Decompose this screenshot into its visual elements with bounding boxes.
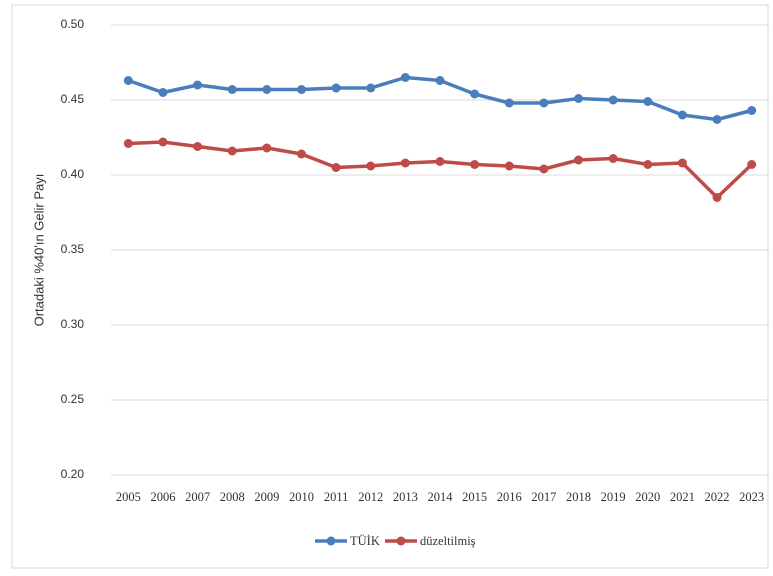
x-tick-label: 2006 <box>150 490 175 504</box>
chart-border <box>11 4 769 569</box>
point <box>504 161 514 171</box>
point <box>123 76 133 85</box>
point <box>504 98 514 108</box>
point <box>643 97 653 106</box>
point <box>470 160 480 169</box>
point <box>435 157 445 166</box>
y-tick-label: 0.30 <box>61 317 85 331</box>
point <box>435 76 445 85</box>
x-tick-label: 2021 <box>670 490 695 504</box>
x-tick-label: 2014 <box>428 490 454 504</box>
point <box>677 110 687 120</box>
point <box>227 85 237 94</box>
point <box>747 106 757 115</box>
point <box>158 88 168 97</box>
point <box>262 143 272 153</box>
x-tick-label: 2005 <box>116 490 141 504</box>
point <box>747 160 757 169</box>
legend-label: düzeltilmiş <box>420 534 476 548</box>
x-tick-label: 2007 <box>185 490 210 504</box>
point <box>400 158 410 168</box>
point <box>574 94 584 103</box>
point <box>227 146 237 156</box>
legend-marker <box>396 536 406 546</box>
x-tick-label: 2013 <box>393 490 418 504</box>
point <box>366 161 376 171</box>
x-tick-label: 2012 <box>358 490 383 504</box>
y-tick-label: 0.25 <box>61 392 85 406</box>
y-tick-label: 0.20 <box>61 467 85 481</box>
x-tick-label: 2023 <box>739 490 764 504</box>
point <box>643 160 653 169</box>
point <box>608 154 618 163</box>
x-tick-label: 2009 <box>254 490 279 504</box>
point <box>331 83 341 93</box>
point <box>400 73 410 82</box>
x-tick-label: 2015 <box>462 490 487 504</box>
legend-label: TÜİK <box>350 534 380 548</box>
x-tick-label: 2017 <box>531 490 556 504</box>
point <box>677 158 687 168</box>
legend-marker <box>326 536 336 546</box>
point <box>574 155 584 165</box>
x-tick-label: 2010 <box>289 490 314 504</box>
point <box>366 83 376 93</box>
point <box>539 164 549 174</box>
point <box>193 80 203 90</box>
x-tick-label: 2018 <box>566 490 591 504</box>
point <box>262 85 272 94</box>
point <box>331 163 341 172</box>
y-tick-label: 0.35 <box>61 242 85 256</box>
point <box>296 85 306 94</box>
point <box>539 98 549 108</box>
y-tick-label: 0.50 <box>61 17 85 31</box>
x-tick-label: 2022 <box>705 490 730 504</box>
point <box>470 89 480 99</box>
y-tick-label: 0.40 <box>61 167 85 181</box>
point <box>193 142 203 151</box>
x-tick-label: 2008 <box>220 490 245 504</box>
point <box>296 149 306 159</box>
x-tick-label: 2016 <box>497 490 522 504</box>
point <box>712 115 722 124</box>
point <box>712 193 722 202</box>
point <box>123 139 133 148</box>
x-tick-label: 2020 <box>635 490 660 504</box>
x-tick-label: 2019 <box>601 490 626 504</box>
y-tick-label: 0.45 <box>61 92 85 106</box>
point <box>608 95 618 105</box>
y-axis-title: Ortadaki %40'ın Gelir Payı <box>31 174 46 327</box>
x-tick-label: 2011 <box>324 490 349 504</box>
point <box>158 137 168 147</box>
